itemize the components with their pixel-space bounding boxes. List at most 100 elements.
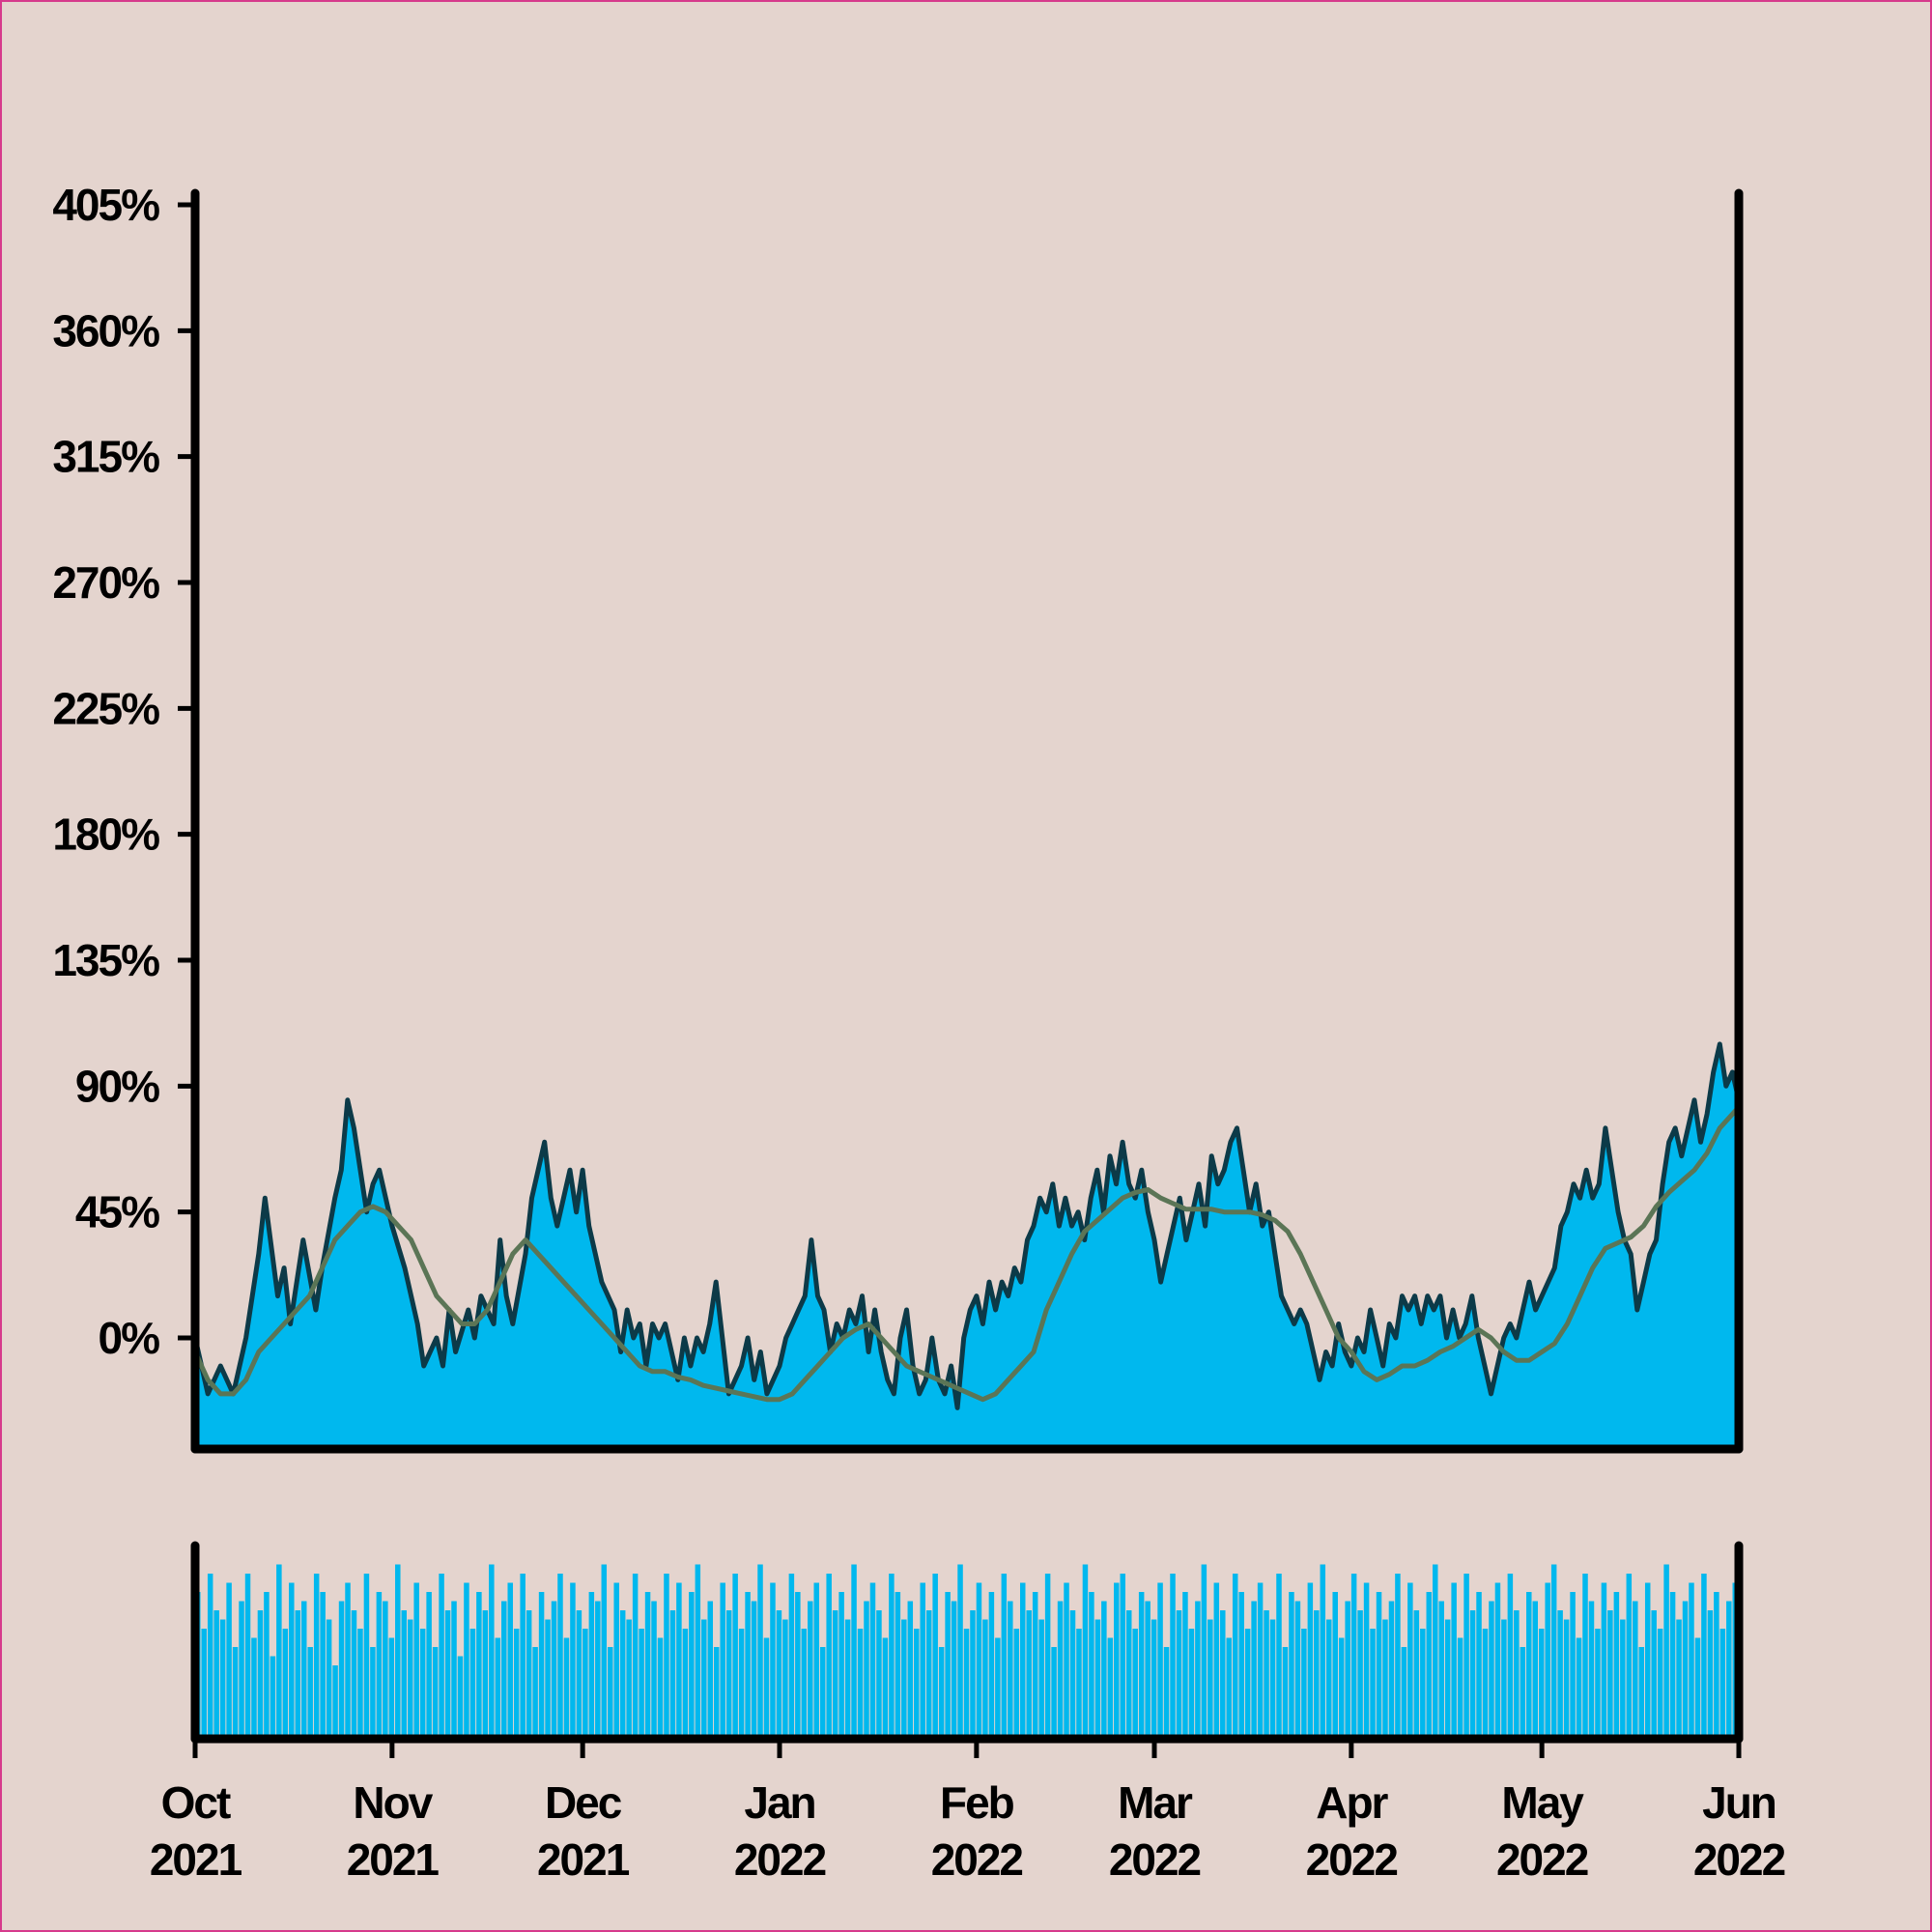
volume-bar (608, 1647, 613, 1739)
volume-bar (1151, 1619, 1157, 1739)
volume-bar (1563, 1619, 1570, 1739)
volume-bar (1182, 1592, 1188, 1739)
volume-bar (1707, 1610, 1714, 1739)
volume-bar (1451, 1582, 1457, 1739)
volume-bar (563, 1637, 570, 1739)
volume-bar (1125, 1610, 1132, 1739)
volume-bar (1238, 1592, 1244, 1739)
x-tick-label-month: Nov (353, 1777, 433, 1828)
volume-bar (383, 1601, 388, 1739)
x-tick-label-month: Feb (940, 1777, 1014, 1828)
volume-bar (763, 1637, 770, 1739)
volume-bar (639, 1629, 644, 1739)
volume-bar (1438, 1601, 1444, 1739)
y-tick-label: 315% (52, 432, 159, 482)
y-tick-label: 180% (52, 810, 159, 860)
volume-bar (1132, 1629, 1138, 1739)
volume-bar (276, 1564, 282, 1739)
y-tick-label: 90% (75, 1061, 159, 1111)
volume-bar (388, 1637, 395, 1739)
volume-bar (963, 1629, 970, 1739)
x-tick-label-year: 2022 (734, 1834, 826, 1885)
volume-bar (501, 1601, 507, 1739)
volume-bar (957, 1564, 963, 1739)
volume-bar (395, 1564, 401, 1739)
volume-bar (732, 1574, 738, 1739)
volume-bar (1244, 1629, 1251, 1739)
volume-bar (851, 1564, 857, 1739)
volume-bar (432, 1647, 439, 1739)
volume-bar (1457, 1637, 1463, 1739)
volume-bar (239, 1601, 244, 1739)
volume-bar (864, 1601, 869, 1739)
volume-bar (832, 1610, 838, 1739)
volume-bar (1576, 1637, 1582, 1739)
volume-bar (357, 1629, 363, 1739)
volume-bar (1170, 1574, 1176, 1739)
volume-bar (725, 1610, 732, 1739)
volume-bar (1482, 1629, 1489, 1739)
volume-bar (895, 1592, 901, 1739)
volume-bar (808, 1601, 813, 1739)
volume-bar (582, 1629, 588, 1739)
y-tick-label: 0% (99, 1313, 160, 1363)
volume-bar (632, 1574, 639, 1739)
volume-bar (619, 1610, 626, 1739)
volume-bar (295, 1610, 301, 1739)
volume-bar (970, 1610, 976, 1739)
volume-bar (869, 1582, 876, 1739)
volume-bar (1557, 1610, 1563, 1739)
volume-bar (1226, 1637, 1232, 1739)
volume-bar (1514, 1610, 1520, 1739)
volume-bar (570, 1582, 576, 1739)
volume-bar (1532, 1601, 1538, 1739)
volume-bar (1538, 1629, 1545, 1739)
main-panel (190, 188, 1744, 1454)
volume-bar (326, 1619, 332, 1739)
x-tick-label-month: Oct (161, 1777, 231, 1828)
volume-bar (945, 1592, 951, 1739)
volume-bar (1407, 1582, 1413, 1739)
x-tick-label-year: 2021 (150, 1834, 242, 1885)
x-tick-label-year: 2022 (931, 1834, 1023, 1885)
x-tick-label-year: 2022 (1693, 1834, 1785, 1885)
volume-bar (1588, 1601, 1595, 1739)
volume-bar (651, 1601, 657, 1739)
volume-bar (1138, 1592, 1145, 1739)
volume-bar (1601, 1582, 1607, 1739)
volume-bar (1201, 1564, 1208, 1739)
volume-bar (889, 1574, 895, 1739)
volume-bar (813, 1582, 819, 1739)
volume-bar (1069, 1610, 1076, 1739)
volume-bar (482, 1610, 489, 1739)
volume-bar (1208, 1619, 1213, 1739)
volume-bar (1064, 1582, 1069, 1739)
volume-bar (426, 1592, 432, 1739)
volume-bar (1120, 1574, 1126, 1739)
volume-bar (657, 1637, 664, 1739)
volume-bar (244, 1574, 251, 1739)
volume-bar (289, 1582, 295, 1739)
volume-bar (1232, 1574, 1238, 1739)
volume-bar (1251, 1601, 1257, 1739)
volume-bar (507, 1582, 513, 1739)
volume-bar (520, 1574, 526, 1739)
volume-bar (976, 1582, 982, 1739)
volume-bar (1376, 1592, 1382, 1739)
volume-bar (300, 1601, 307, 1739)
volume-bar (1432, 1564, 1438, 1739)
volume-bar (351, 1610, 357, 1739)
volume-bar (882, 1637, 889, 1739)
volume-bar (920, 1582, 925, 1739)
volume-bar (738, 1629, 745, 1739)
volume-bar (988, 1592, 995, 1739)
volume-bar (951, 1601, 957, 1739)
y-tick-label: 135% (52, 935, 159, 985)
volume-bar (1026, 1610, 1032, 1739)
volume-bar (1163, 1647, 1170, 1739)
volume-bar (770, 1582, 776, 1739)
volume-bar (1332, 1592, 1338, 1739)
smooth-line (195, 1103, 1739, 1403)
volume-bar (1089, 1592, 1094, 1739)
